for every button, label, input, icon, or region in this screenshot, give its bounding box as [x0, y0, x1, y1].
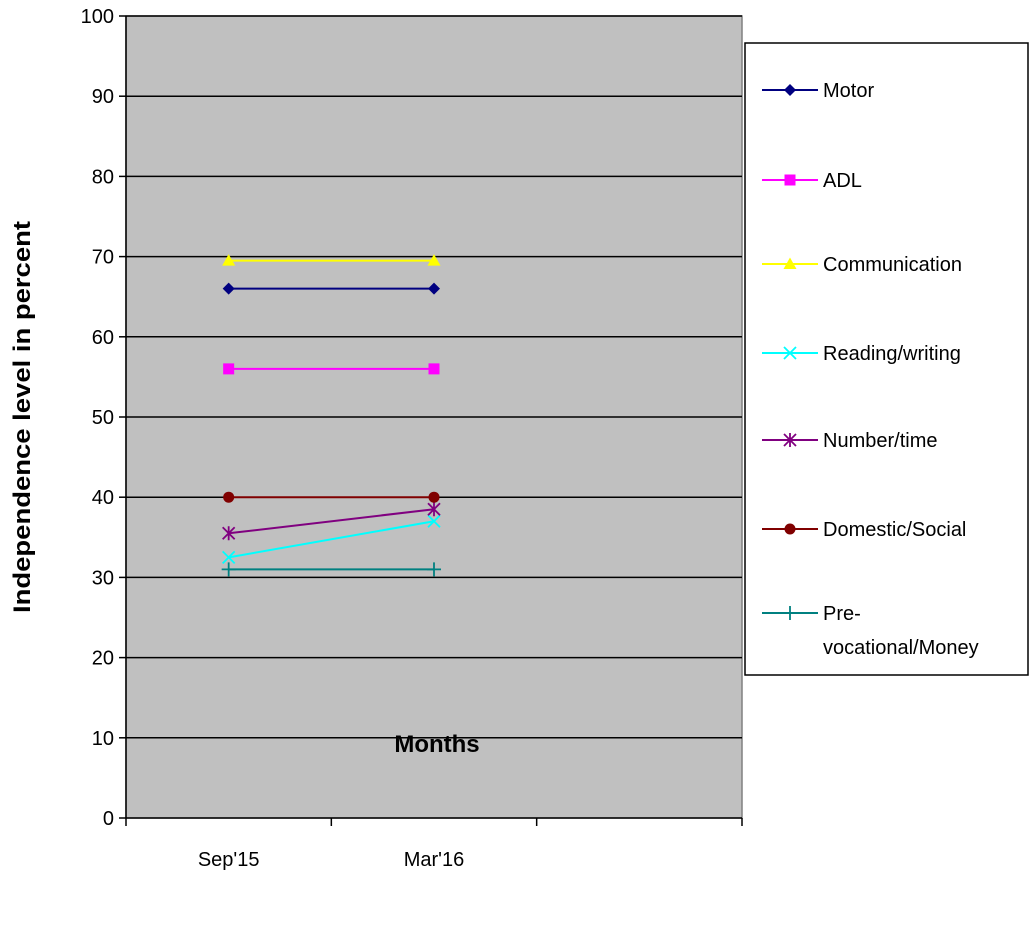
data-point-adl [223, 363, 235, 375]
legend-marker-number-time [783, 433, 797, 447]
legend-item-communication: Communication [762, 254, 962, 276]
y-tick-label: 10 [92, 728, 114, 750]
data-point-communication [427, 254, 441, 266]
legend-label: Domestic/Social [823, 519, 966, 541]
legend-item-pre-vocational-money: Pre-vocational/Money [762, 603, 979, 659]
series-pre-vocational-money [221, 562, 441, 577]
series-communication [222, 254, 441, 266]
legend-label: Pre- [823, 603, 861, 625]
legend-label: Reading/writing [823, 343, 961, 365]
data-point-motor [222, 282, 235, 295]
legend-item-adl: ADL [762, 170, 862, 192]
legend-marker-motor [784, 84, 796, 96]
y-tick-label: 40 [92, 487, 114, 509]
y-axis-title: Independence level in percent [9, 221, 36, 613]
legend-item-domestic-social: Domestic/Social [762, 519, 966, 541]
data-point-adl [428, 363, 440, 375]
series-motor [222, 282, 440, 295]
legend-item-motor: Motor [762, 80, 874, 102]
series-line-reading-writing [228, 520, 435, 559]
data-point-communication [222, 254, 236, 266]
gridlines [126, 15, 742, 739]
series-line-number-time [228, 508, 435, 535]
data-point-domestic-social [223, 491, 235, 503]
y-tick-label: 50 [92, 407, 114, 429]
y-tick-label: 90 [92, 86, 114, 108]
series-domestic-social [223, 491, 440, 503]
data-point-number-time [427, 502, 441, 517]
legend-marker-communication [783, 257, 797, 269]
series-reading-writing [222, 514, 441, 564]
y-tick-label: 100 [81, 6, 114, 28]
y-tick-label: 60 [92, 327, 114, 349]
data-point-number-time [222, 526, 236, 541]
data-point-pre-vocational-money [427, 562, 441, 577]
legend-marker-pre-vocational-money [783, 606, 797, 620]
x-tick-label: Sep'15 [198, 849, 260, 871]
series-adl [223, 363, 440, 375]
legend-label: Motor [823, 80, 874, 102]
legend-label: ADL [823, 170, 862, 192]
series-layer [221, 254, 441, 577]
y-tick-label: 20 [92, 648, 114, 670]
legend-label: Communication [823, 254, 962, 276]
legend-marker-domestic-social [784, 523, 796, 535]
legend-label: vocational/Money [823, 637, 979, 659]
y-tick-label: 30 [92, 567, 114, 589]
data-point-reading-writing [222, 550, 236, 564]
legend-label: Number/time [823, 430, 937, 452]
legend-marker-adl [784, 174, 796, 186]
legend-box [744, 42, 1029, 676]
legend-item-number-time: Number/time [762, 430, 937, 452]
data-point-reading-writing [427, 514, 441, 528]
x-tick-label: Mar'16 [404, 849, 465, 871]
y-tick-label: 80 [92, 166, 114, 188]
legend-item-reading-writing: Reading/writing [762, 343, 961, 365]
legend: Motor ADL Communication Reading/writing Numb… [744, 42, 1029, 676]
legend-marker-reading-writing [783, 346, 797, 360]
series-number-time [222, 502, 441, 541]
data-point-motor [428, 282, 440, 295]
data-point-pre-vocational-money [221, 562, 236, 577]
y-tick-label: 70 [92, 247, 114, 269]
data-point-domestic-social [428, 491, 440, 503]
y-tick-label: 0 [103, 808, 114, 830]
axes: 0 10 20 30 40 50 60 70 80 90 100 Sep'15 Mar'16 [81, 6, 743, 871]
x-axis-title: Months [394, 731, 479, 758]
